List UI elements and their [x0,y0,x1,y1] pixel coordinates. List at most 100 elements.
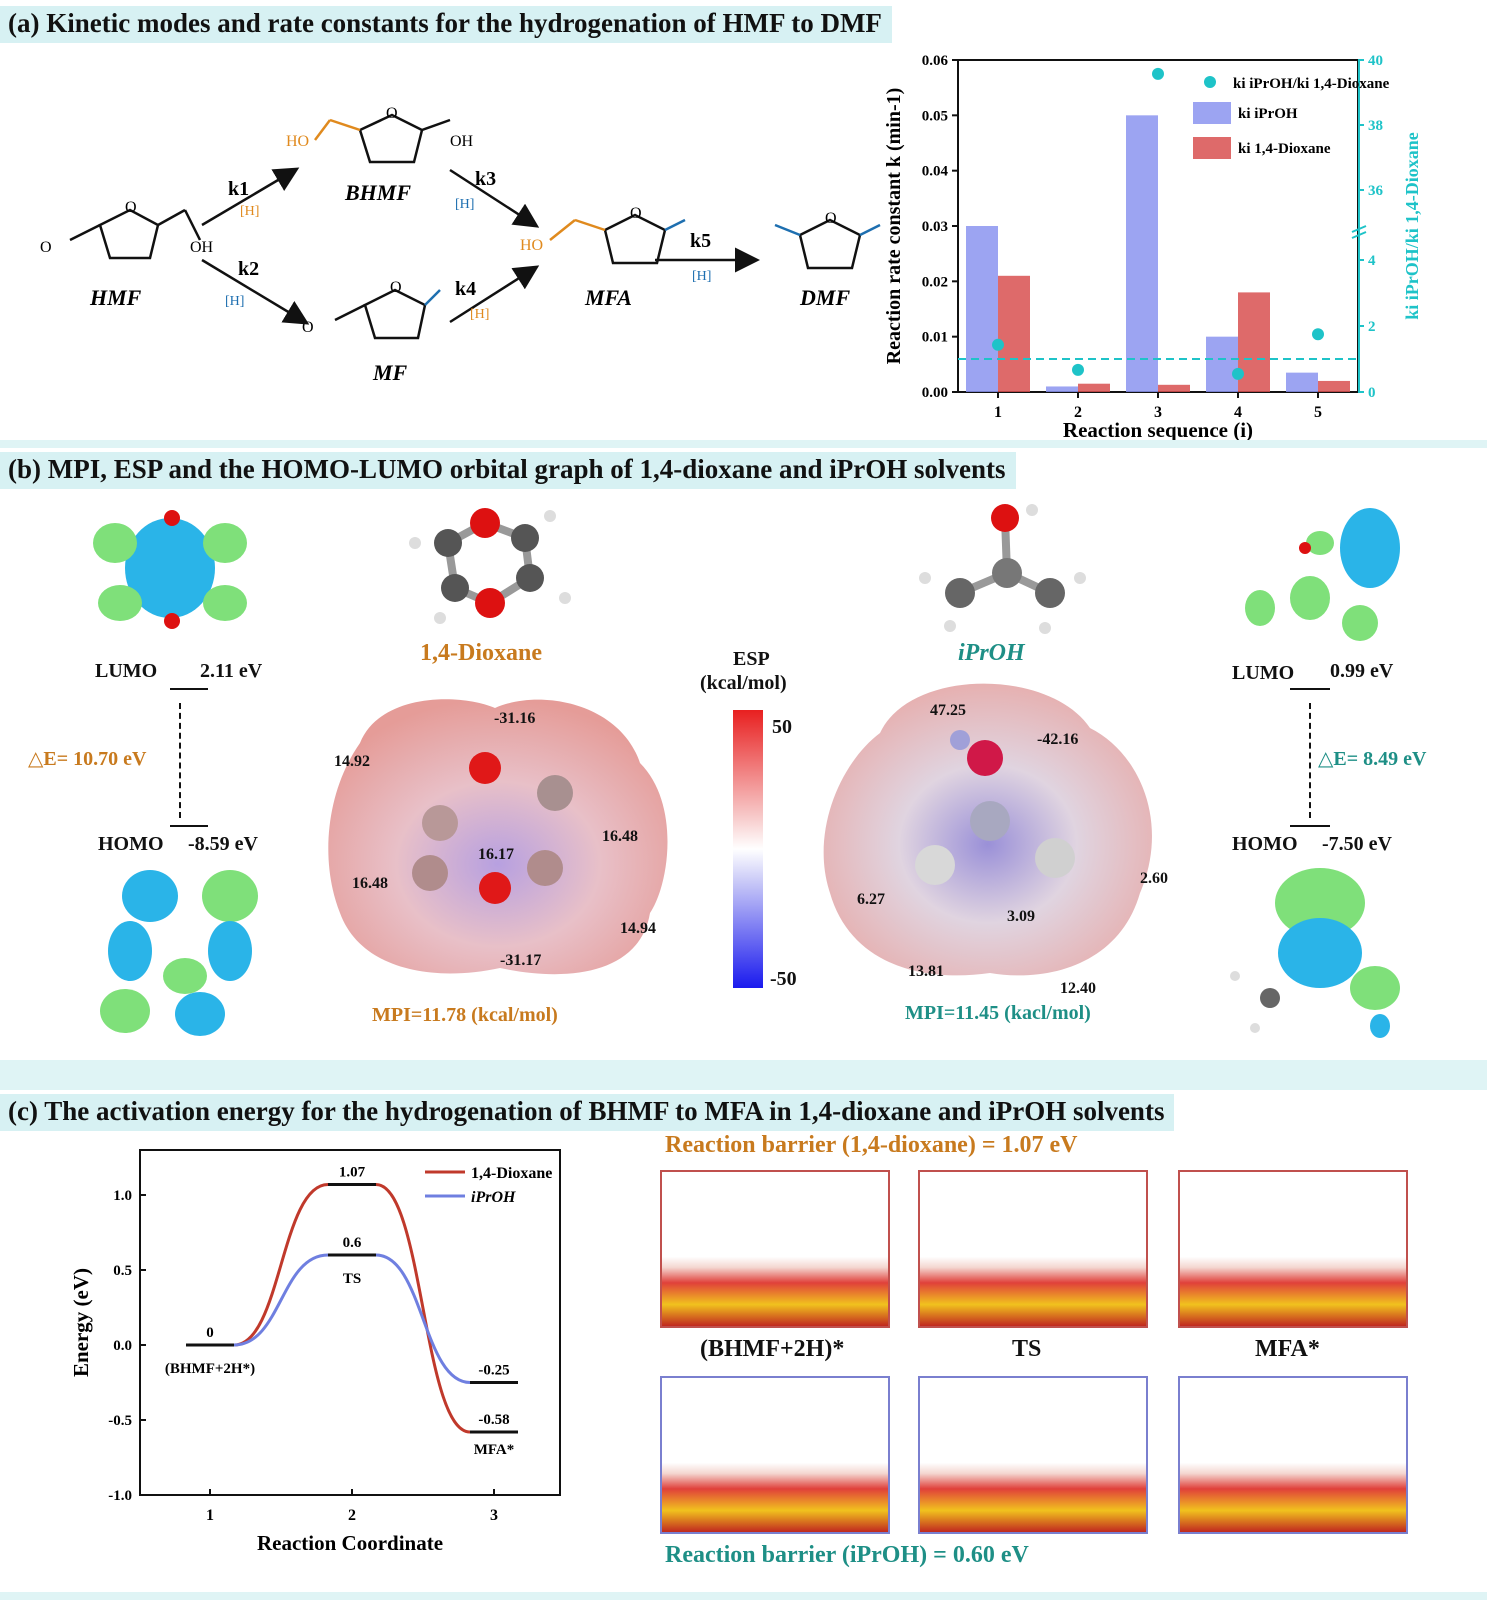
structure-label-final: MFA* [1255,1336,1320,1362]
iproh-esp-5: 3.09 [1007,908,1035,925]
barrier-iproh: Reaction barrier (iPrOH) = 0.60 eV [665,1542,1029,1568]
svg-text:O: O [302,319,314,336]
esp-point-3: 16.48 [602,828,638,845]
bar-iproh [966,226,998,392]
dioxane-lumo-orbital [93,510,247,629]
iproh-structure-final [1178,1376,1408,1534]
svg-text:O: O [40,239,52,256]
dioxane-homo-label: HOMO [98,833,164,855]
energy-curve-dioxane [186,1183,518,1434]
panel-a-title: (a) Kinetic modes and rate constants for… [0,6,892,43]
dioxane-lumo-level [170,688,208,690]
k1-label: k1 [228,178,249,200]
bar-iproh [1126,115,1158,392]
iproh-gap-arrow [1309,703,1311,818]
iproh-name: iPrOH [958,640,1025,666]
axis-break-mark [1351,225,1367,233]
iproh-molecule [919,504,1086,634]
legend-dioxane-marker [1193,137,1231,159]
hmf-label: HMF [89,285,142,310]
esp-point-7: -31.17 [500,952,542,969]
iproh-esp-3: 2.60 [1140,870,1168,887]
ratio-point [992,338,1004,351]
iproh-structure-ts [918,1376,1148,1534]
svg-text:O: O [386,105,398,122]
iproh-esp-7: 12.40 [1060,980,1096,997]
svg-text:HO: HO [286,133,309,150]
k5-label: k5 [690,230,711,252]
svg-text:[H]: [H] [470,307,489,322]
iproh-homo-value: -7.50 eV [1322,833,1392,855]
esp-point-5: 16.17 [478,846,514,863]
mf-label: MF [372,360,408,385]
ratio-point [1312,328,1324,341]
label-start-value: 0 [206,1325,214,1341]
bar-dioxane [1318,380,1350,392]
label-end-iproh: -0.25 [478,1363,509,1379]
dmf-structure: O [774,210,881,270]
svg-text:HO: HO [520,237,543,254]
esp-point-4: 16.48 [352,875,388,892]
reaction-scheme: O O OH HMF O HO OH BHMF O O MF [40,105,881,385]
ratio-point [1072,363,1084,376]
ratio-point [1232,367,1244,380]
svg-text:[H]: [H] [225,294,244,309]
iproh-structure-initial [660,1376,890,1534]
y-tick-label: 0.5 [113,1263,132,1279]
dioxane-homo-value: -8.59 eV [188,833,258,855]
panel-b-title: (b) MPI, ESP and the HOMO-LUMO orbital g… [0,452,1016,489]
y2-tick-label: 4 [1368,253,1376,269]
structure-label-ts: TS [1012,1336,1042,1362]
dioxane-molecule [409,508,571,624]
x-tick-label: 1 [994,404,1002,421]
iproh-lumo-level [1290,688,1330,690]
mf-structure: O O [302,279,441,340]
iproh-lumo-orbital [1245,508,1400,641]
svg-text:O: O [125,199,137,216]
y-axis-label: Reaction rate constant k (min-1) [883,88,905,365]
panel-c-title: (c) The activation energy for the hydrog… [0,1094,1175,1131]
axis-break-mark [1351,231,1367,239]
dioxane-gap: △E= 10.70 eV [28,748,147,770]
bar-dioxane [1158,384,1190,392]
y-tick-label: 0.02 [922,274,948,290]
iproh-homo-label: HOMO [1232,833,1298,855]
y-axis-label: Energy (eV) [69,1268,93,1377]
iproh-esp-surface [823,683,1152,976]
y2-tick-label: 0 [1368,385,1376,401]
dioxane-mpi: MPI=11.78 (kcal/mol) [372,1004,558,1026]
dioxane-esp-surface [328,699,668,975]
esp-point-1: -31.16 [494,710,536,727]
bar-dioxane [1078,383,1110,392]
ratio-point [1152,67,1164,80]
plot-frame [139,1149,561,1496]
legend-ratio-marker [1204,76,1216,88]
dmf-label: DMF [799,285,850,310]
iproh-homo-orbital [1230,868,1400,1038]
bar-iproh [1046,386,1078,392]
x-tick-label: 5 [1314,404,1322,421]
svg-text:OH: OH [450,133,474,150]
k3-label: k3 [475,168,496,190]
dioxane-gap-arrow [179,703,181,818]
rate-constant-bar-chart: 0.00 0.01 0.02 0.03 0.04 0.05 0.06 0 2 4 36 38 40 1 2 3… [883,53,1422,440]
esp-scale-title-2: (kcal/mol) [700,672,787,694]
dioxane-name: 1,4-Dioxane [420,640,542,666]
panel-b: (b) MPI, ESP and the HOMO-LUMO orbital g… [0,448,1487,1060]
y2-tick-label: 36 [1368,183,1384,199]
x-tick-label: 3 [1154,404,1162,421]
label-ts-dioxane: 1.07 [339,1165,366,1181]
legend-iproh-marker [1193,102,1231,124]
label-start-name: (BHMF+2H*) [165,1361,255,1377]
mfa-label: MFA [584,285,632,310]
y-tick-label: 0.0 [113,1338,132,1354]
esp-point-6: 14.94 [620,920,656,937]
iproh-lumo-label: LUMO [1232,662,1295,684]
esp-point-2: 14.92 [334,753,370,770]
x-tick-label: 2 [348,1507,356,1524]
iproh-gap: △E= 8.49 eV [1318,748,1427,770]
hmf-structure: O O OH [40,199,214,260]
energy-profile-chart: -1.0 -0.5 0.0 0.5 1.0 1 2 3 Reaction Coordinate E… [69,1149,561,1555]
y-tick-label: 0.03 [922,219,948,235]
x-tick-label: 3 [490,1507,498,1524]
